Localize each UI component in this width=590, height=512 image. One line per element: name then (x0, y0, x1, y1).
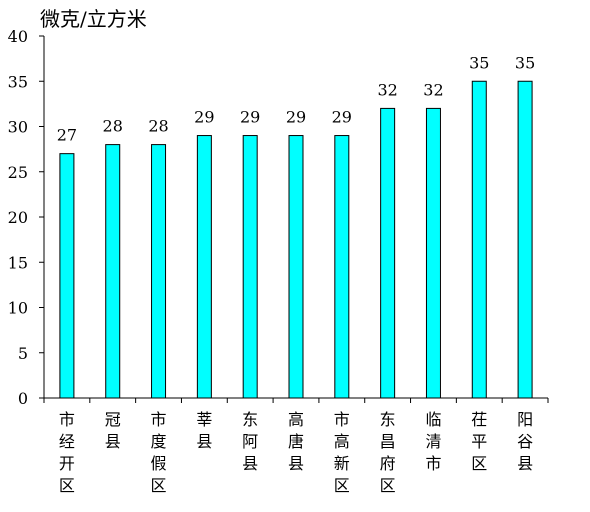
y-tick-label: 35 (8, 72, 28, 91)
y-tick-label: 40 (8, 27, 28, 46)
data-label: 28 (103, 117, 123, 136)
y-axis-unit-label: 微克/立方米 (40, 7, 147, 31)
y-tick-label: 20 (8, 208, 28, 227)
category-label: 东昌府区 (380, 410, 396, 495)
data-label: 35 (515, 53, 535, 72)
category-label: 茌平区 (471, 410, 487, 473)
bar (517, 80, 533, 399)
data-label: 29 (240, 108, 260, 127)
bar (242, 135, 258, 399)
bar (334, 135, 350, 399)
category-label: 冠县 (105, 410, 121, 451)
category-label: 高唐县 (288, 410, 304, 473)
data-label: 29 (286, 108, 306, 127)
bar (380, 107, 396, 399)
bar (471, 80, 487, 399)
y-tick-label: 25 (8, 163, 28, 182)
data-label: 32 (423, 80, 443, 99)
data-label: 28 (148, 117, 168, 136)
bar (196, 135, 212, 399)
category-label: 市度假区 (151, 410, 167, 495)
category-label: 莘县 (196, 410, 212, 451)
bar (151, 144, 167, 399)
y-tick-label: 30 (8, 118, 28, 137)
category-label: 临清市 (425, 410, 441, 473)
data-label: 35 (469, 53, 489, 72)
category-label: 市高新区 (334, 410, 350, 495)
bar (59, 153, 75, 399)
y-tick-label: 0 (18, 389, 28, 408)
data-label: 32 (377, 80, 397, 99)
data-label: 27 (57, 126, 77, 145)
y-tick-label: 5 (18, 344, 28, 363)
data-label: 29 (194, 108, 214, 127)
y-tick-label: 15 (8, 253, 28, 272)
bar (105, 144, 121, 399)
bar (425, 107, 441, 399)
category-label: 阳谷县 (517, 410, 533, 473)
bar (288, 135, 304, 399)
data-label: 29 (332, 108, 352, 127)
category-label: 东阿县 (242, 410, 258, 473)
y-tick-label: 10 (8, 299, 28, 318)
category-label: 市经开区 (59, 410, 75, 495)
